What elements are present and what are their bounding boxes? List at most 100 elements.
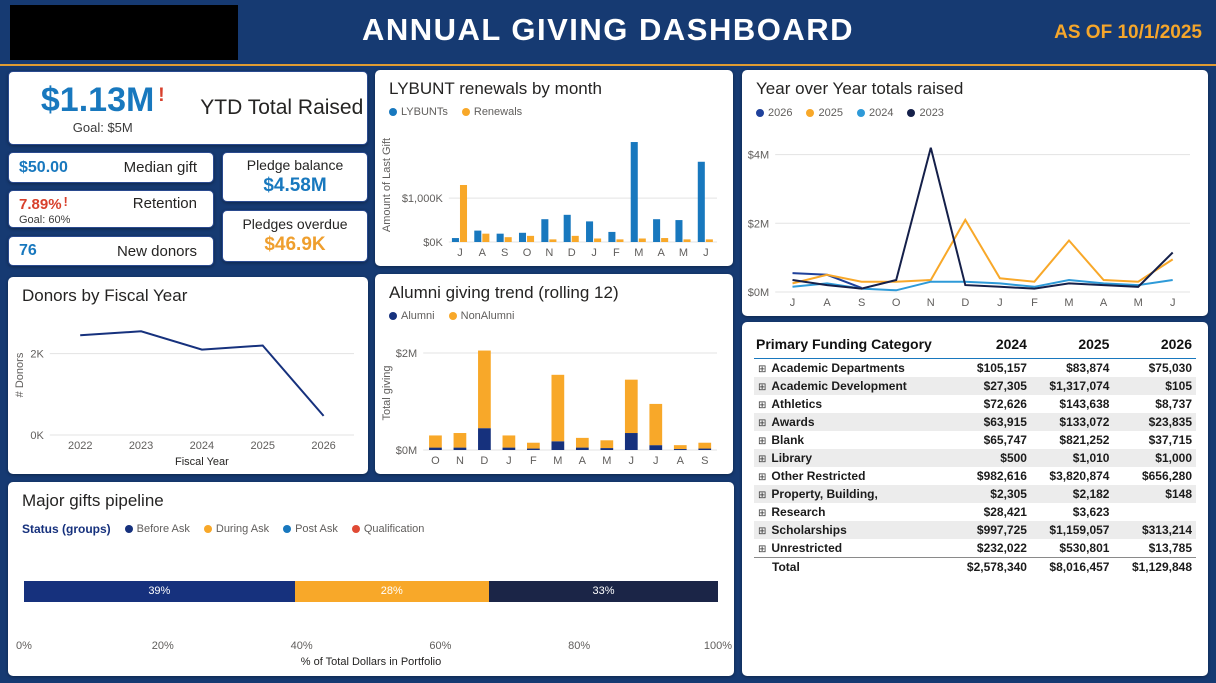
column-header-2025[interactable]: 2025 — [1078, 336, 1110, 352]
major-gifts-pipeline-card: Major gifts pipeline Status (groups) Befo… — [8, 482, 734, 676]
bar-LYBUNTs[interactable] — [608, 231, 616, 242]
bar-Alumni[interactable] — [673, 449, 687, 451]
bar-LYBUNTs[interactable] — [496, 233, 504, 242]
bar-Renewals[interactable] — [504, 237, 512, 242]
legend-item-before-ask[interactable]: Before Ask — [124, 523, 190, 535]
expand-icon[interactable]: ⊞ — [758, 508, 767, 519]
svg-text:2025: 2025 — [250, 440, 274, 452]
bar-NonAlumni[interactable] — [429, 435, 442, 448]
bar-Alumni[interactable] — [453, 447, 467, 450]
bar-Renewals[interactable] — [705, 239, 713, 242]
expand-icon[interactable]: ⊞ — [758, 472, 767, 483]
bar-Renewals[interactable] — [527, 235, 535, 242]
bar-Renewals[interactable] — [482, 233, 490, 242]
bar-Alumni[interactable] — [575, 447, 589, 450]
bar-LYBUNTs[interactable] — [474, 230, 482, 242]
expand-icon[interactable]: ⊞ — [758, 454, 767, 465]
legend-item-2025[interactable]: 2025 — [806, 107, 843, 119]
expand-icon[interactable]: ⊞ — [758, 436, 767, 447]
legend-item-qualification[interactable]: Qualification — [351, 523, 424, 535]
bar-Alumni[interactable] — [429, 447, 442, 450]
bar-NonAlumni[interactable] — [527, 442, 540, 449]
svg-text:S: S — [858, 297, 865, 309]
value-cell: $2,305 — [990, 487, 1027, 501]
pipeline-segment-post-ask[interactable]: 33% — [488, 581, 718, 602]
bar-Alumni[interactable] — [600, 448, 614, 450]
expand-icon[interactable]: ⊞ — [758, 544, 767, 555]
bar-NonAlumni[interactable] — [649, 403, 663, 446]
pipeline-segment-during-ask[interactable]: 28% — [294, 581, 489, 602]
bar-LYBUNTs[interactable] — [697, 161, 705, 242]
bar-Alumni[interactable] — [698, 448, 712, 450]
bar-Renewals[interactable] — [638, 238, 646, 242]
bar-Renewals[interactable] — [549, 239, 557, 242]
bar-NonAlumni[interactable] — [453, 433, 467, 448]
bar-NonAlumni[interactable] — [624, 379, 638, 434]
bar-Renewals[interactable] — [571, 235, 579, 242]
bar-NonAlumni[interactable] — [600, 440, 614, 449]
expand-icon[interactable]: ⊞ — [758, 400, 767, 411]
column-header-2026[interactable]: 2026 — [1160, 336, 1192, 352]
svg-text:S: S — [501, 247, 508, 259]
value-cell: $72,626 — [983, 397, 1027, 411]
bar-LYBUNTs[interactable] — [563, 214, 571, 242]
pledges-overdue-value: $46.9K — [264, 234, 326, 255]
bar-Alumni[interactable] — [502, 447, 516, 450]
year-over-year-chart[interactable]: $0M $2M $4M J A S O N D J F M A M J — [746, 128, 1198, 310]
legend-item-during-ask[interactable]: During Ask — [203, 523, 269, 535]
legend-item-renewals[interactable]: Renewals — [461, 106, 522, 118]
bar-LYBUNTs[interactable] — [586, 221, 594, 242]
expand-icon[interactable]: ⊞ — [758, 490, 767, 501]
legend-item-alumni[interactable]: Alumni — [389, 310, 435, 322]
bar-Alumni[interactable] — [551, 441, 565, 450]
bar-NonAlumni[interactable] — [551, 374, 565, 442]
bar-Renewals[interactable] — [594, 238, 602, 242]
series-line-# Donors[interactable] — [80, 330, 325, 417]
svg-text:M: M — [679, 247, 688, 259]
legend-item-2024[interactable]: 2024 — [856, 107, 893, 119]
column-header-2024[interactable]: 2024 — [995, 336, 1027, 352]
lybunt-renewals-chart[interactable]: $0K $1,000K J A S O N D J F M A M J Amount of Last Gif… — [379, 122, 725, 260]
bar-LYBUNTs[interactable] — [630, 142, 638, 242]
series-line-2023[interactable] — [792, 147, 1174, 290]
bar-Alumni[interactable] — [527, 448, 540, 450]
donors-by-fiscal-year-chart[interactable]: 0K 2K 2022 2023 2024 2025 2026 # Donors Fiscal Y… — [12, 309, 362, 470]
bar-LYBUNTs[interactable] — [518, 232, 527, 242]
value-cell: $37,715 — [1148, 433, 1192, 447]
svg-text:$0K: $0K — [423, 237, 443, 249]
bar-Renewals[interactable] — [661, 238, 669, 242]
pipeline-axis-tick: 40% — [290, 640, 313, 652]
bar-Alumni[interactable] — [624, 433, 638, 450]
legend-item-lybunts[interactable]: LYBUNTs — [389, 106, 448, 118]
expand-icon[interactable]: ⊞ — [758, 526, 767, 537]
expand-icon[interactable]: ⊞ — [758, 382, 767, 393]
bar-NonAlumni[interactable] — [698, 442, 712, 449]
bar-LYBUNTs[interactable] — [675, 220, 683, 242]
bar-NonAlumni[interactable] — [502, 435, 516, 448]
pipeline-segment-before-ask[interactable]: 39% — [24, 581, 295, 602]
category-name: Total — [772, 560, 800, 574]
expand-icon[interactable]: ⊞ — [758, 418, 767, 429]
bar-LYBUNTs[interactable] — [541, 219, 549, 242]
legend-item-2026[interactable]: 2026 — [756, 107, 792, 119]
svg-text:2K: 2K — [30, 349, 44, 361]
alumni-giving-trend-chart[interactable]: $0M $2M O N D J F M A M J J A S Total giving — [379, 330, 725, 468]
series-line-2025[interactable] — [792, 217, 1174, 285]
svg-text:A: A — [677, 455, 685, 467]
bar-LYBUNTs[interactable] — [653, 219, 661, 242]
legend-item-2023[interactable]: 2023 — [907, 107, 944, 119]
category-name: Academic Departments — [771, 361, 905, 375]
bar-NonAlumni[interactable] — [575, 437, 589, 448]
legend-item-nonalumni[interactable]: NonAlumni — [448, 310, 514, 322]
svg-text:J: J — [703, 247, 709, 259]
bar-Renewals[interactable] — [616, 239, 624, 242]
legend-item-post-ask[interactable]: Post Ask — [283, 523, 338, 535]
bar-Alumni[interactable] — [478, 428, 491, 450]
bar-LYBUNTs[interactable] — [451, 238, 459, 242]
bar-Alumni[interactable] — [649, 445, 663, 450]
bar-NonAlumni[interactable] — [673, 445, 687, 450]
bar-NonAlumni[interactable] — [478, 350, 491, 429]
bar-Renewals[interactable] — [683, 239, 691, 242]
expand-icon[interactable]: ⊞ — [758, 364, 767, 375]
bar-Renewals[interactable] — [459, 185, 468, 242]
